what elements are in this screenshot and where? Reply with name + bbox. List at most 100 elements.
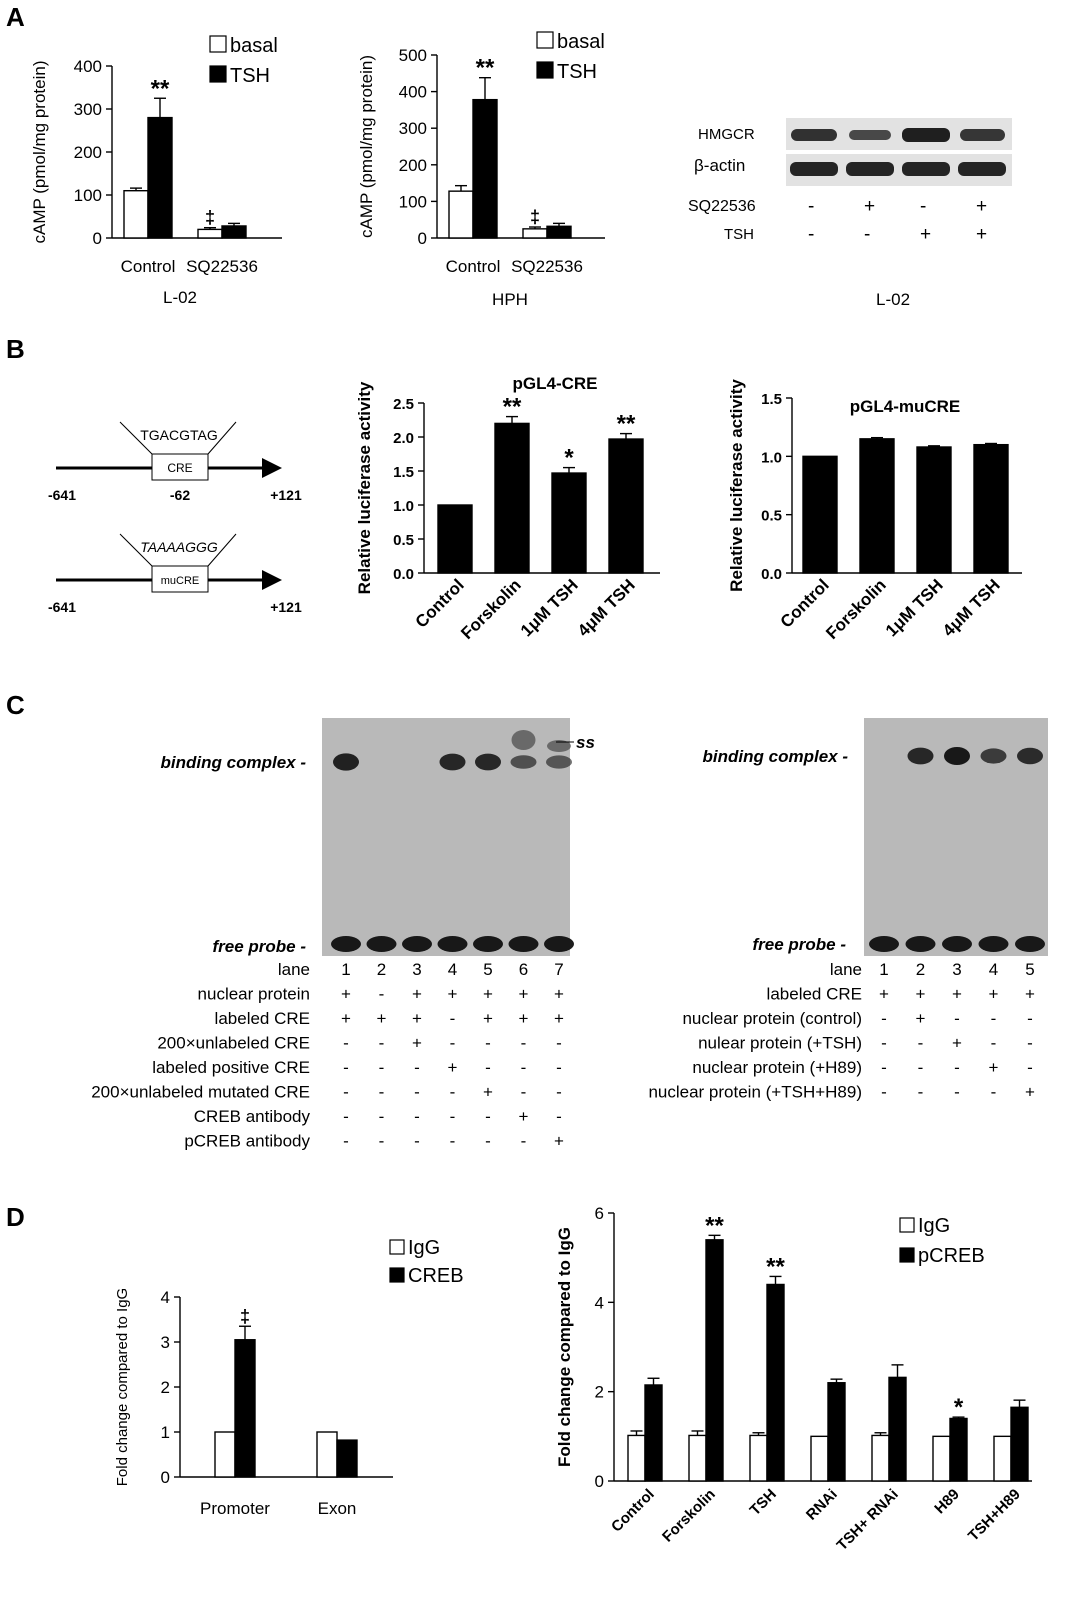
y-tick-label: 200 [399,156,427,175]
y-tick-label: 6 [595,1204,604,1223]
chart-title: pGL4-CRE [513,374,598,393]
condition-mark: - [991,1083,997,1102]
category-label: TSH [747,1486,780,1519]
category-label: SQ22536 [511,257,583,276]
cre-box-label: CRE [167,461,192,475]
cre-box [151,453,209,481]
condition-mark: + [519,1107,529,1126]
y-tick-label: 0 [93,229,102,248]
lane-number: 2 [916,960,925,979]
y-axis-label: cAMP (pmol/mg protein) [357,55,376,238]
condition-mark: - [379,1034,385,1053]
western-blot-panel: HMGCR β-actin SQ22536 - + - + TSH - - + + L-02 [680,110,1020,310]
category-label: 4μM TSH [939,575,1004,640]
legend-label: IgG [408,1237,440,1259]
lane-number: 1 [879,960,888,979]
binding-band [333,753,359,771]
condition-mark: - [881,1083,887,1102]
y-tick-label: 0.5 [761,508,782,525]
hmgcr-band [791,128,837,142]
bar-value-2 [551,472,587,574]
free-probe-band [402,936,432,952]
legend-swatch [389,1239,405,1255]
legend-label: pCREB [918,1245,985,1267]
condition-mark: + [519,985,529,1004]
condition-mark: - [379,1083,385,1102]
significance-mark: ‡ [240,1306,250,1326]
lane-number: 5 [483,960,492,979]
bar-igg-1 [316,1431,338,1478]
legend-label: basal [557,31,605,53]
panel-label-d: D [6,1202,25,1232]
condition-mark: - [450,1107,456,1126]
y-tick-label: 4 [595,1293,604,1312]
significance-mark: * [564,445,574,472]
significance-mark: ** [617,411,636,438]
category-label: Control [446,257,501,276]
blot-mark: + [976,196,988,217]
bar-value-0 [437,504,473,574]
lane-number: 3 [412,960,421,979]
condition-mark: - [521,1058,527,1077]
category-label: H89 [931,1486,962,1517]
legend-swatch [899,1217,915,1233]
legend-label: basal [230,35,278,57]
category-label: Forskolin [822,575,890,643]
category-label: Control [777,575,833,631]
blot-mark: - [864,224,871,245]
significance-mark: ** [705,1212,724,1239]
condition-mark: - [918,1034,924,1053]
condition-mark: - [881,1034,887,1053]
blot-mark: - [808,196,815,217]
legend-swatch [209,65,227,83]
bar-igg-4 [871,1434,890,1482]
lane-number: 2 [377,960,386,979]
condition-mark: + [448,985,458,1004]
y-tick-label: 100 [399,192,427,211]
condition-mark: - [954,1009,960,1028]
binding-band [907,747,934,765]
bar-pcreb-0 [644,1384,663,1482]
free-probe-band [978,936,1009,952]
bar-pcreb-5 [949,1417,968,1482]
condition-label: 200×unlabeled mutated CRE [91,1083,310,1102]
category-label: 4μM TSH [574,575,639,640]
free-probe-band [508,936,539,952]
significance-mark: ‡ [530,207,540,227]
binding-band [475,753,501,771]
bar-pcreb-1 [705,1239,724,1482]
blot-label-hmgcr: HMGCR [698,126,755,143]
y-tick-label: 1.0 [393,498,414,515]
y-tick-label: 2 [595,1383,604,1402]
lane-number: 6 [519,960,528,979]
condition-mark: - [556,1034,562,1053]
lane-number: 1 [341,960,350,979]
condition-mark: - [1027,1058,1033,1077]
condition-mark: - [343,1083,349,1102]
seq-pointer [207,421,237,455]
condition-mark: - [414,1132,420,1151]
free-probe-band [869,936,899,952]
blot-mark: + [920,224,932,245]
legend-swatch [536,31,554,49]
condition-mark: - [379,1132,385,1151]
actin-band [790,162,838,176]
lane-number: 4 [989,960,998,979]
binding-band [439,753,466,771]
condition-mark: + [412,1034,422,1053]
y-axis-label: Relative luciferase activity [727,379,746,592]
gel-image [864,718,1048,956]
condition-mark: + [483,985,493,1004]
y-tick-label: 1.5 [761,391,782,408]
condition-label: nuclear protein (+TSH+H89) [648,1083,862,1102]
condition-mark: - [991,1009,997,1028]
free-probe-band [942,936,972,952]
condition-label: 200×unlabeled CRE [157,1034,310,1053]
condition-mark: + [448,1058,458,1077]
significance-mark: ** [476,55,495,82]
blot-caption: L-02 [876,290,911,309]
bar-pcreb-4 [888,1376,907,1482]
condition-label: pCREB antibody [184,1132,310,1151]
y-tick-label: 500 [399,46,427,65]
y-tick-label: 0 [161,1468,170,1487]
